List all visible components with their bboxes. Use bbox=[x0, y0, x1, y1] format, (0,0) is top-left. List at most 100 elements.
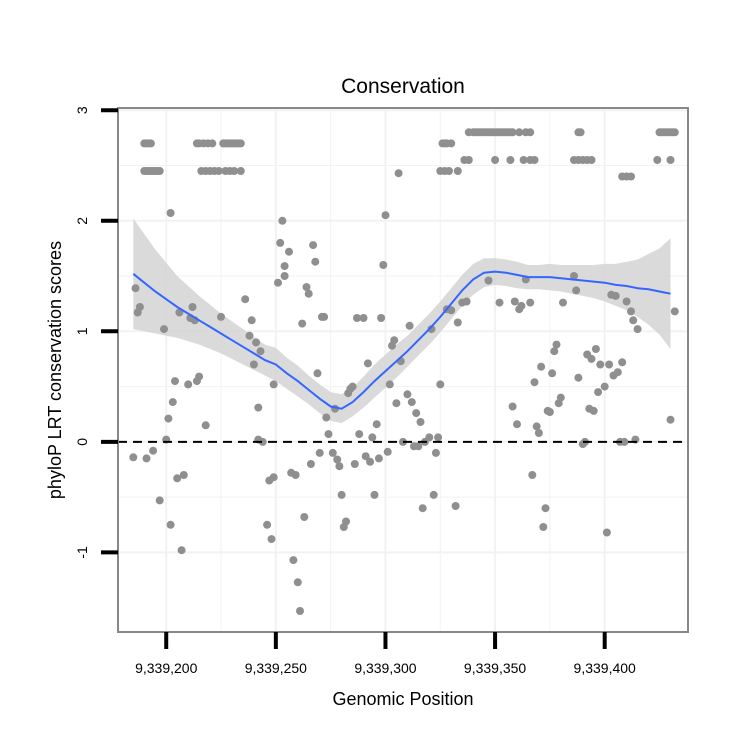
data-point bbox=[377, 314, 386, 322]
data-point bbox=[333, 455, 342, 464]
confidence-band-layer bbox=[133, 218, 671, 424]
data-point bbox=[184, 380, 193, 389]
data-point bbox=[135, 303, 144, 311]
data-point bbox=[337, 490, 346, 499]
data-point bbox=[532, 422, 541, 431]
data-point bbox=[513, 420, 521, 429]
data-point bbox=[353, 314, 361, 322]
data-point bbox=[633, 325, 642, 334]
data-point bbox=[289, 556, 298, 565]
data-point bbox=[550, 347, 559, 356]
data-point bbox=[263, 520, 272, 529]
data-point bbox=[451, 502, 460, 510]
grid-lines bbox=[118, 108, 688, 632]
x-tick-label: 9,339,400 bbox=[574, 660, 636, 676]
data-point bbox=[236, 139, 245, 148]
data-point bbox=[548, 369, 557, 378]
data-point bbox=[385, 380, 394, 389]
data-point bbox=[574, 373, 583, 382]
data-point bbox=[363, 359, 372, 368]
data-point bbox=[313, 369, 322, 378]
data-point bbox=[545, 408, 554, 416]
data-point bbox=[611, 291, 620, 300]
data-point bbox=[670, 307, 679, 316]
data-point bbox=[168, 398, 177, 407]
data-point bbox=[666, 156, 675, 164]
data-point bbox=[324, 430, 333, 439]
data-point bbox=[587, 354, 596, 363]
data-point bbox=[462, 297, 471, 306]
data-point bbox=[390, 336, 399, 345]
data-point bbox=[407, 398, 416, 407]
y-axis-label: phyloP LRT conservation scores bbox=[45, 241, 65, 499]
data-point bbox=[622, 297, 631, 306]
data-point bbox=[304, 289, 313, 298]
y-tick-label: 3 bbox=[74, 106, 90, 114]
data-point bbox=[320, 312, 329, 321]
data-point bbox=[177, 546, 186, 555]
data-point bbox=[249, 360, 258, 369]
data-point bbox=[370, 490, 379, 499]
data-point bbox=[537, 362, 546, 371]
data-point bbox=[361, 452, 370, 461]
data-point bbox=[552, 340, 561, 349]
data-point bbox=[541, 504, 550, 513]
data-point bbox=[379, 261, 388, 269]
data-point bbox=[254, 403, 263, 412]
data-point bbox=[350, 460, 359, 468]
x-tick-label: 9,339,350 bbox=[464, 660, 526, 676]
data-point bbox=[602, 528, 611, 537]
chart-title: Conservation bbox=[341, 75, 465, 98]
data-point bbox=[269, 380, 278, 389]
data-point bbox=[670, 128, 679, 137]
data-point bbox=[296, 607, 304, 615]
data-point bbox=[431, 448, 440, 457]
data-point bbox=[258, 437, 267, 446]
data-point bbox=[368, 433, 377, 442]
data-point bbox=[383, 447, 392, 456]
data-point bbox=[179, 471, 188, 479]
data-point bbox=[594, 388, 603, 397]
data-point bbox=[570, 272, 578, 280]
data-point bbox=[245, 331, 254, 340]
x-tick-label: 9,339,200 bbox=[135, 660, 197, 676]
x-axis-label: Genomic Position bbox=[332, 689, 473, 709]
data-point bbox=[519, 156, 528, 164]
data-point bbox=[528, 471, 537, 479]
data-point bbox=[429, 490, 438, 499]
data-point bbox=[627, 172, 635, 181]
data-point bbox=[302, 283, 311, 292]
data-point bbox=[539, 523, 548, 531]
data-point bbox=[418, 504, 427, 513]
data-point bbox=[666, 415, 675, 424]
data-point bbox=[328, 448, 337, 457]
y-axis-ticks: -1 0 1 2 3 bbox=[74, 106, 118, 559]
data-point bbox=[445, 167, 453, 175]
data-point bbox=[526, 298, 535, 307]
data-point bbox=[491, 156, 500, 164]
y-tick-label: 0 bbox=[74, 438, 90, 446]
data-point bbox=[613, 368, 622, 377]
data-point bbox=[155, 167, 164, 175]
data-point bbox=[526, 128, 535, 137]
y-tick-label: 1 bbox=[74, 327, 90, 335]
data-point bbox=[274, 278, 282, 287]
smooth-line-layer bbox=[132, 270, 671, 410]
data-point bbox=[453, 318, 462, 327]
data-point bbox=[576, 128, 585, 137]
data-point bbox=[355, 430, 364, 439]
data-point bbox=[335, 462, 344, 471]
data-point bbox=[596, 360, 605, 369]
data-point bbox=[166, 209, 175, 217]
data-point bbox=[405, 321, 414, 330]
data-point bbox=[517, 301, 526, 310]
data-point bbox=[392, 399, 401, 408]
data-point bbox=[280, 272, 289, 280]
data-point bbox=[412, 409, 421, 418]
data-point bbox=[309, 241, 318, 250]
data-point bbox=[381, 211, 390, 220]
data-point bbox=[447, 139, 456, 148]
x-tick-label: 9,339,300 bbox=[354, 660, 416, 676]
data-point bbox=[217, 312, 225, 321]
